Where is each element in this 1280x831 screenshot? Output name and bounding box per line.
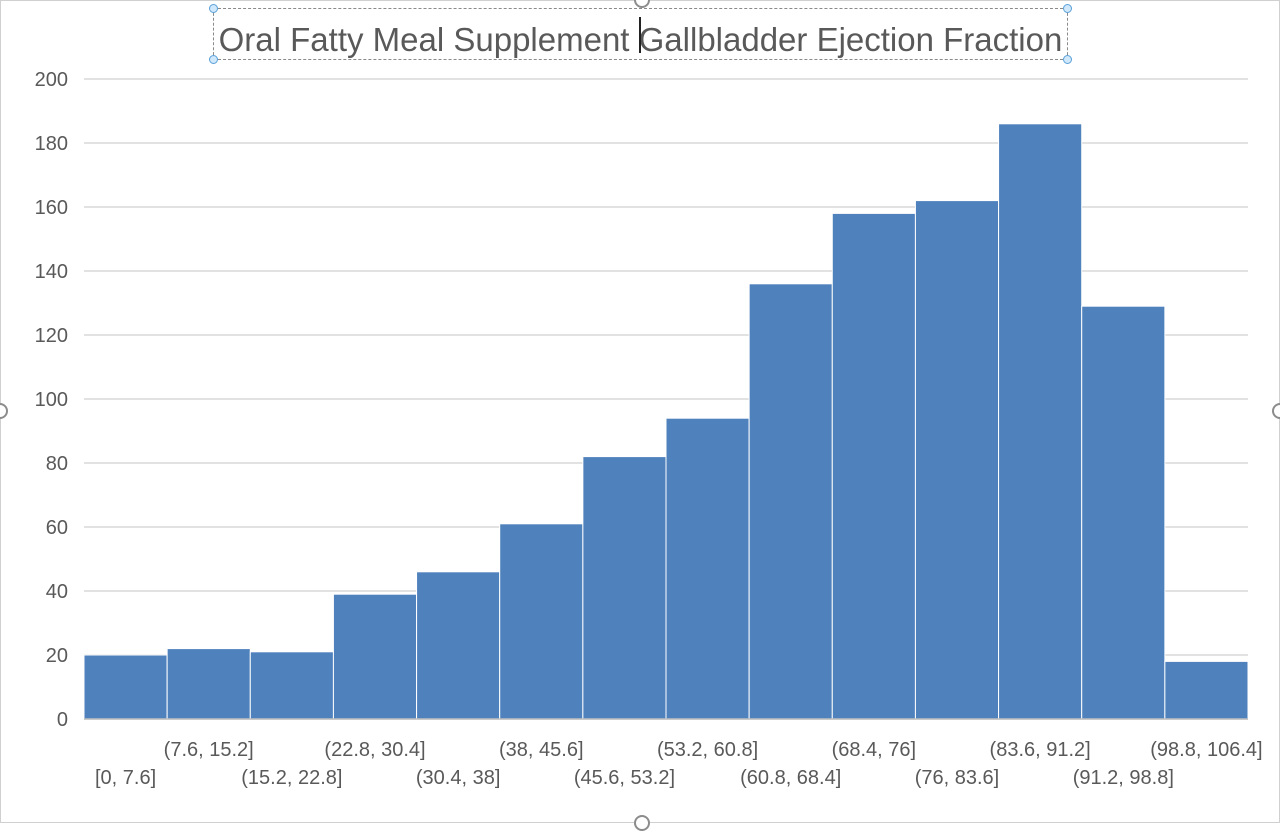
histogram-bar[interactable] xyxy=(665,417,750,720)
title-resize-handle-bottom-right[interactable] xyxy=(1063,55,1072,64)
y-tick-label: 60 xyxy=(46,517,68,539)
x-tick-label: (68.4, 76] xyxy=(832,739,917,761)
histogram-bar[interactable] xyxy=(332,593,418,720)
x-tick-label: (76, 83.6] xyxy=(915,767,1000,789)
x-tick-label: (7.6, 15.2] xyxy=(164,739,254,761)
chart-resize-handle-bottom[interactable] xyxy=(634,815,650,831)
x-tick-label: [0, 7.6] xyxy=(95,767,156,789)
histogram-bar[interactable] xyxy=(998,123,1083,720)
title-resize-handle-top-left[interactable] xyxy=(209,4,218,13)
histogram-bar[interactable] xyxy=(582,456,667,720)
chart-title-box[interactable]: Oral Fatty Meal Supplement Gallbladder E… xyxy=(209,4,1072,64)
histogram-bar[interactable] xyxy=(831,212,916,720)
x-tick-label: (60.8, 68.4] xyxy=(740,767,841,789)
histogram-bar[interactable] xyxy=(1164,660,1249,720)
y-tick-label: 40 xyxy=(46,581,68,603)
histogram-bar[interactable] xyxy=(166,648,251,720)
x-tick-label: (38, 45.6] xyxy=(499,739,584,761)
histogram-bar[interactable] xyxy=(748,283,833,720)
x-tick-label: (22.8, 30.4] xyxy=(324,739,425,761)
histogram-bar[interactable] xyxy=(249,651,334,720)
title-resize-handle-top-right[interactable] xyxy=(1063,4,1072,13)
histogram-bar[interactable] xyxy=(499,523,584,720)
x-tick-label: (30.4, 38] xyxy=(416,767,501,789)
y-tick-label: 80 xyxy=(46,453,68,475)
chart-resize-handle-right[interactable] xyxy=(1272,403,1280,419)
y-tick-label: 20 xyxy=(46,645,68,667)
text-cursor xyxy=(639,17,641,53)
y-tick-label: 160 xyxy=(35,197,68,219)
x-tick-label: (53.2, 60.8] xyxy=(657,739,758,761)
x-tick-label: (83.6, 91.2] xyxy=(990,739,1091,761)
title-resize-handle-bottom-left[interactable] xyxy=(209,55,218,64)
x-tick-label: (15.2, 22.8] xyxy=(241,767,342,789)
y-tick-label: 100 xyxy=(35,389,68,411)
histogram-bar[interactable] xyxy=(1081,305,1166,720)
histogram-bar[interactable] xyxy=(416,571,501,720)
x-tick-label: (45.6, 53.2] xyxy=(574,767,675,789)
y-tick-label: 120 xyxy=(35,325,68,347)
y-tick-label: 0 xyxy=(57,709,68,731)
y-tick-label: 140 xyxy=(35,261,68,283)
histogram-bar[interactable] xyxy=(914,200,1000,720)
y-tick-label: 200 xyxy=(35,69,68,91)
x-tick-label: (91.2, 98.8] xyxy=(1073,767,1174,789)
x-tick-label: (98.8, 106.4] xyxy=(1150,739,1262,761)
histogram-bar[interactable] xyxy=(83,654,168,720)
y-tick-label: 180 xyxy=(35,133,68,155)
